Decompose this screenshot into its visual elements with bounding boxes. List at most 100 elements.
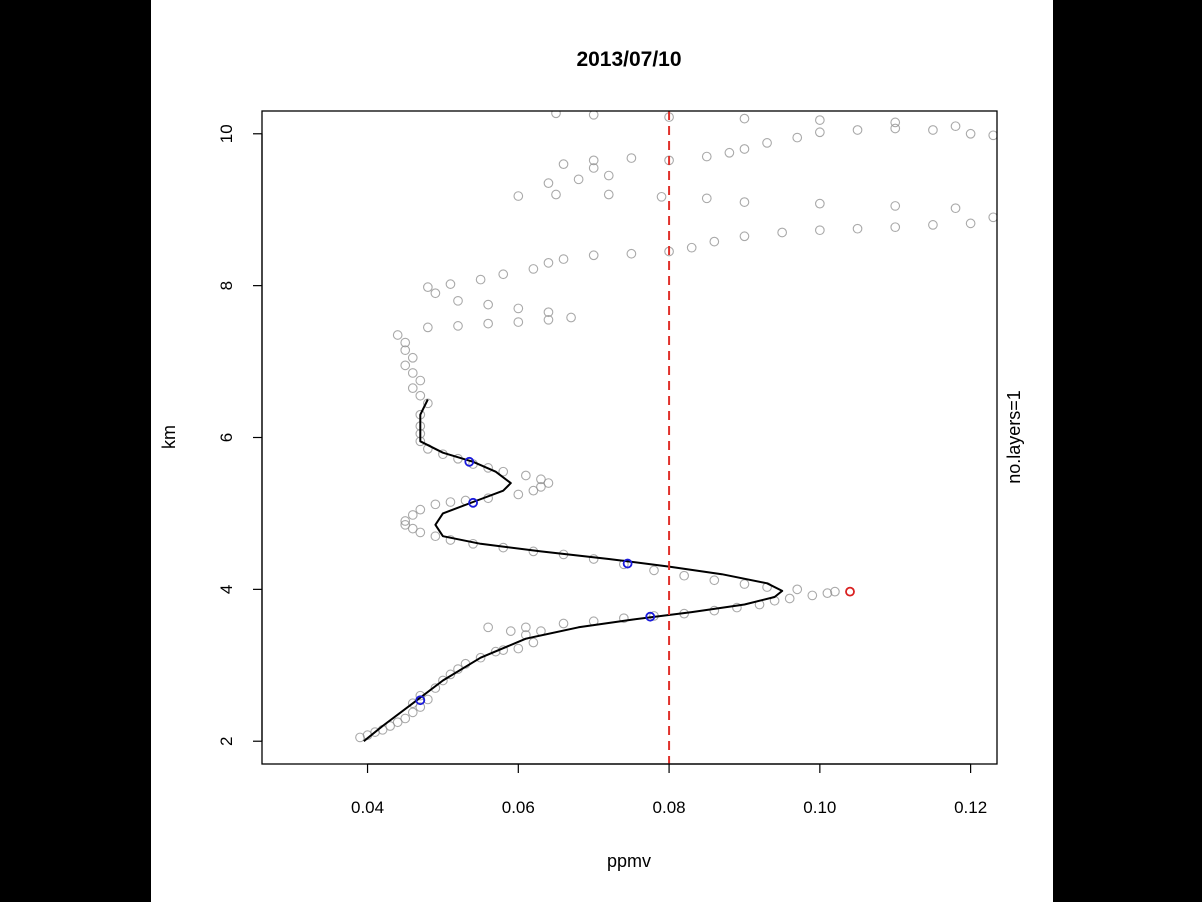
observation-point-117: [890, 222, 901, 233]
y-axis-title: km: [159, 425, 179, 449]
observation-point-108: [588, 250, 599, 261]
observation-point-155: [551, 111, 561, 119]
observation-point-88: [400, 337, 411, 348]
observation-point-124: [739, 197, 750, 207]
observation-point-102: [445, 279, 456, 289]
observation-point-43: [709, 575, 720, 586]
observation-point-119: [965, 218, 976, 229]
observation-point-87: [400, 345, 411, 356]
observation-point-44: [679, 570, 690, 581]
inflection-marker-2: [622, 558, 633, 569]
ozone-profile-chart: 2013/07/10 ppmv km no.layers=1 0.04 0.06 0…: [159, 48, 1024, 871]
observation-point-131: [573, 174, 584, 185]
observation-point-37: [807, 590, 818, 601]
observation-point-80: [422, 398, 433, 409]
observation-point-95: [566, 312, 576, 323]
observation-point-20: [513, 643, 524, 654]
observation-point-7: [407, 707, 418, 718]
fit-curve-group: [363, 399, 784, 742]
observation-point-113: [739, 231, 750, 242]
plot-box: [261, 110, 998, 765]
observation-point-144: [852, 125, 863, 135]
observation-point-104: [498, 269, 509, 280]
x-axis: 0.04 0.06 0.08 0.10 0.12: [351, 763, 987, 817]
observation-point-143: [814, 127, 825, 138]
observation-point-126: [656, 191, 667, 202]
observation-point-138: [701, 151, 712, 162]
x-tick-label-4: 0.12: [954, 798, 987, 817]
right-annotation: no.layers=1: [1004, 390, 1024, 484]
observation-point-127: [603, 189, 614, 200]
inflection-marker-1: [468, 497, 478, 508]
y-tick-label-3: 8: [217, 281, 236, 290]
observation-point-45: [649, 565, 659, 576]
observation-point-96: [543, 307, 554, 318]
observation-point-154: [588, 111, 599, 120]
observation-point-83: [415, 375, 426, 386]
observation-point-5: [392, 717, 403, 728]
observation-point-17: [475, 652, 486, 663]
observation-point-89: [392, 330, 403, 340]
observation-point-65: [528, 485, 539, 496]
observation-point-69: [520, 470, 531, 481]
observation-point-91: [453, 321, 463, 331]
observation-point-25: [483, 622, 494, 633]
observation-point-58: [407, 510, 418, 520]
observation-point-125: [701, 193, 712, 204]
observation-point-103: [475, 274, 486, 285]
observation-point-32: [709, 605, 720, 616]
observation-point-29: [618, 613, 629, 624]
observation-point-146: [928, 125, 938, 135]
observation-point-86: [407, 352, 418, 363]
observation-point-33: [732, 602, 742, 613]
observation-point-128: [551, 189, 561, 200]
inflection-marker-3: [645, 611, 656, 622]
observation-point-106: [543, 258, 554, 268]
observation-point-55: [407, 523, 418, 534]
observation-point-23: [505, 626, 516, 636]
observation-point-135: [588, 155, 599, 166]
y-tick-label-4: 10: [217, 124, 236, 143]
observation-point-27: [558, 618, 569, 629]
observation-point-134: [558, 159, 569, 170]
observation-point-54: [415, 527, 426, 538]
observation-point-149: [950, 121, 961, 132]
observation-point-66: [536, 482, 546, 492]
observation-point-39: [830, 586, 840, 597]
inflection-marker-4: [415, 695, 426, 706]
observation-point-116: [852, 223, 863, 234]
observation-points: [355, 111, 997, 743]
observation-point-4: [385, 721, 396, 731]
fit-curve: [363, 399, 784, 742]
observation-point-141: [762, 138, 772, 148]
observation-point-84: [407, 368, 418, 378]
observation-point-129: [513, 191, 524, 201]
observation-point-26: [520, 622, 531, 633]
observation-point-148: [988, 130, 997, 141]
observation-point-133: [588, 163, 599, 173]
x-tick-label-3: 0.10: [803, 798, 836, 817]
observation-point-68: [536, 474, 546, 485]
observation-point-56: [400, 519, 411, 530]
observation-point-118: [928, 220, 938, 230]
observation-point-67: [543, 478, 554, 488]
observation-point-53: [430, 531, 441, 542]
observation-point-115: [814, 225, 825, 236]
observation-point-40: [792, 584, 803, 595]
observation-point-12: [430, 683, 441, 693]
observation-point-123: [814, 198, 825, 209]
observation-point-130: [543, 178, 554, 188]
x-axis-title: ppmv: [607, 851, 651, 871]
observation-point-151: [814, 115, 825, 125]
observation-point-8: [415, 702, 426, 712]
observation-point-147: [965, 128, 976, 139]
observation-point-60: [430, 499, 441, 510]
observation-point-105: [528, 264, 539, 274]
x-tick-label-2: 0.08: [653, 798, 686, 817]
observation-point-150: [890, 117, 901, 128]
observation-point-36: [784, 593, 795, 604]
observation-point-152: [739, 113, 750, 124]
observation-point-99: [453, 295, 463, 306]
observation-point-98: [483, 299, 494, 310]
observation-point-52: [445, 535, 456, 545]
